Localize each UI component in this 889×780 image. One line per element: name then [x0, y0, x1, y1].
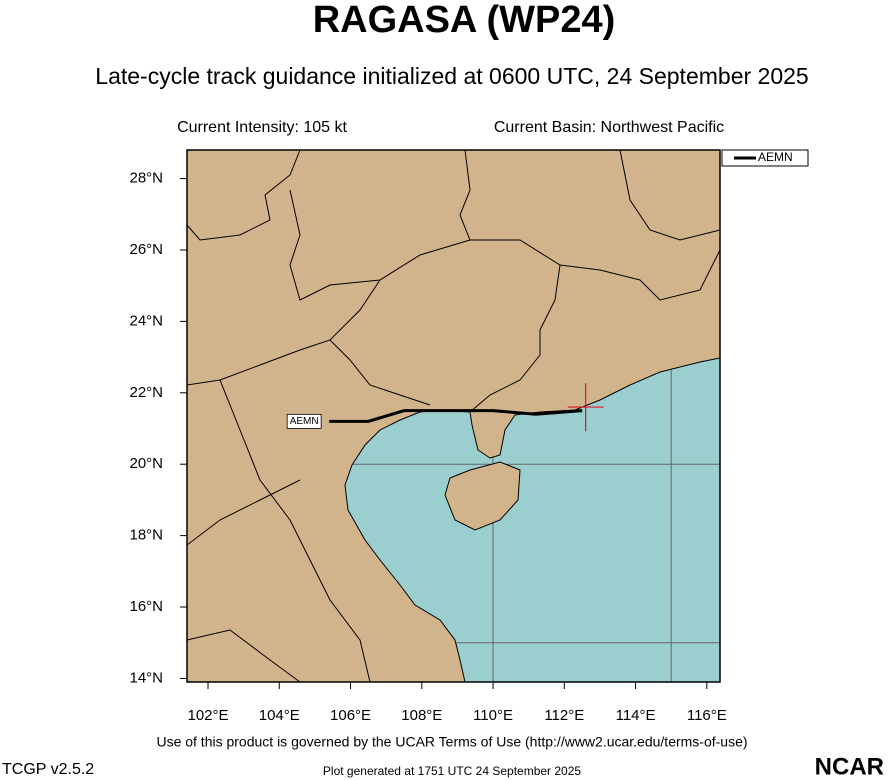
x-tick-label: 110°E: [473, 707, 513, 724]
y-tick-label: 24°N: [129, 312, 163, 329]
legend-box: [721, 149, 809, 167]
y-tick-label: 26°N: [129, 241, 163, 258]
x-tick-label: 112°E: [544, 707, 584, 724]
y-tick-label: 22°N: [129, 384, 163, 401]
current-position: [567, 383, 604, 432]
x-tick-label: 106°E: [330, 707, 371, 724]
version: TCGP v2.5.2: [2, 761, 94, 778]
y-tick-label: 20°N: [129, 455, 163, 472]
track-label-box: [286, 413, 322, 429]
x-tick-label: 116°E: [687, 707, 727, 724]
y-tick-label: 28°N: [129, 170, 163, 187]
x-tick-label: 108°E: [401, 707, 442, 724]
terms: Use of this product is governed by the U…: [156, 734, 747, 750]
basin: Current Basin: Northwest Pacific: [494, 119, 724, 136]
y-tick-label: 14°N: [129, 669, 163, 686]
borders: [186, 149, 721, 683]
track-label: AEMN: [290, 416, 319, 427]
logo: NCAR: [815, 753, 884, 780]
x-tick-label: 102°E: [188, 707, 229, 724]
legend-label: AEMN: [758, 150, 793, 164]
sea: [345, 358, 720, 682]
frame: [186, 149, 721, 683]
track-line: [329, 409, 583, 423]
generated: Plot generated at 1751 UTC 24 September …: [323, 764, 581, 778]
title: RAGASA (WP24): [313, 0, 616, 41]
x-tick-label: 104°E: [259, 707, 300, 724]
intensity: Current Intensity: 105 kt: [177, 119, 347, 136]
legend: AEMN: [721, 149, 809, 167]
subtitle: Late-cycle track guidance initialized at…: [95, 63, 808, 89]
x-tick-label: 114°E: [616, 707, 656, 724]
y-tick-label: 18°N: [129, 527, 163, 544]
hainan-island: [444, 461, 521, 531]
y-tick-label: 16°N: [129, 598, 163, 615]
